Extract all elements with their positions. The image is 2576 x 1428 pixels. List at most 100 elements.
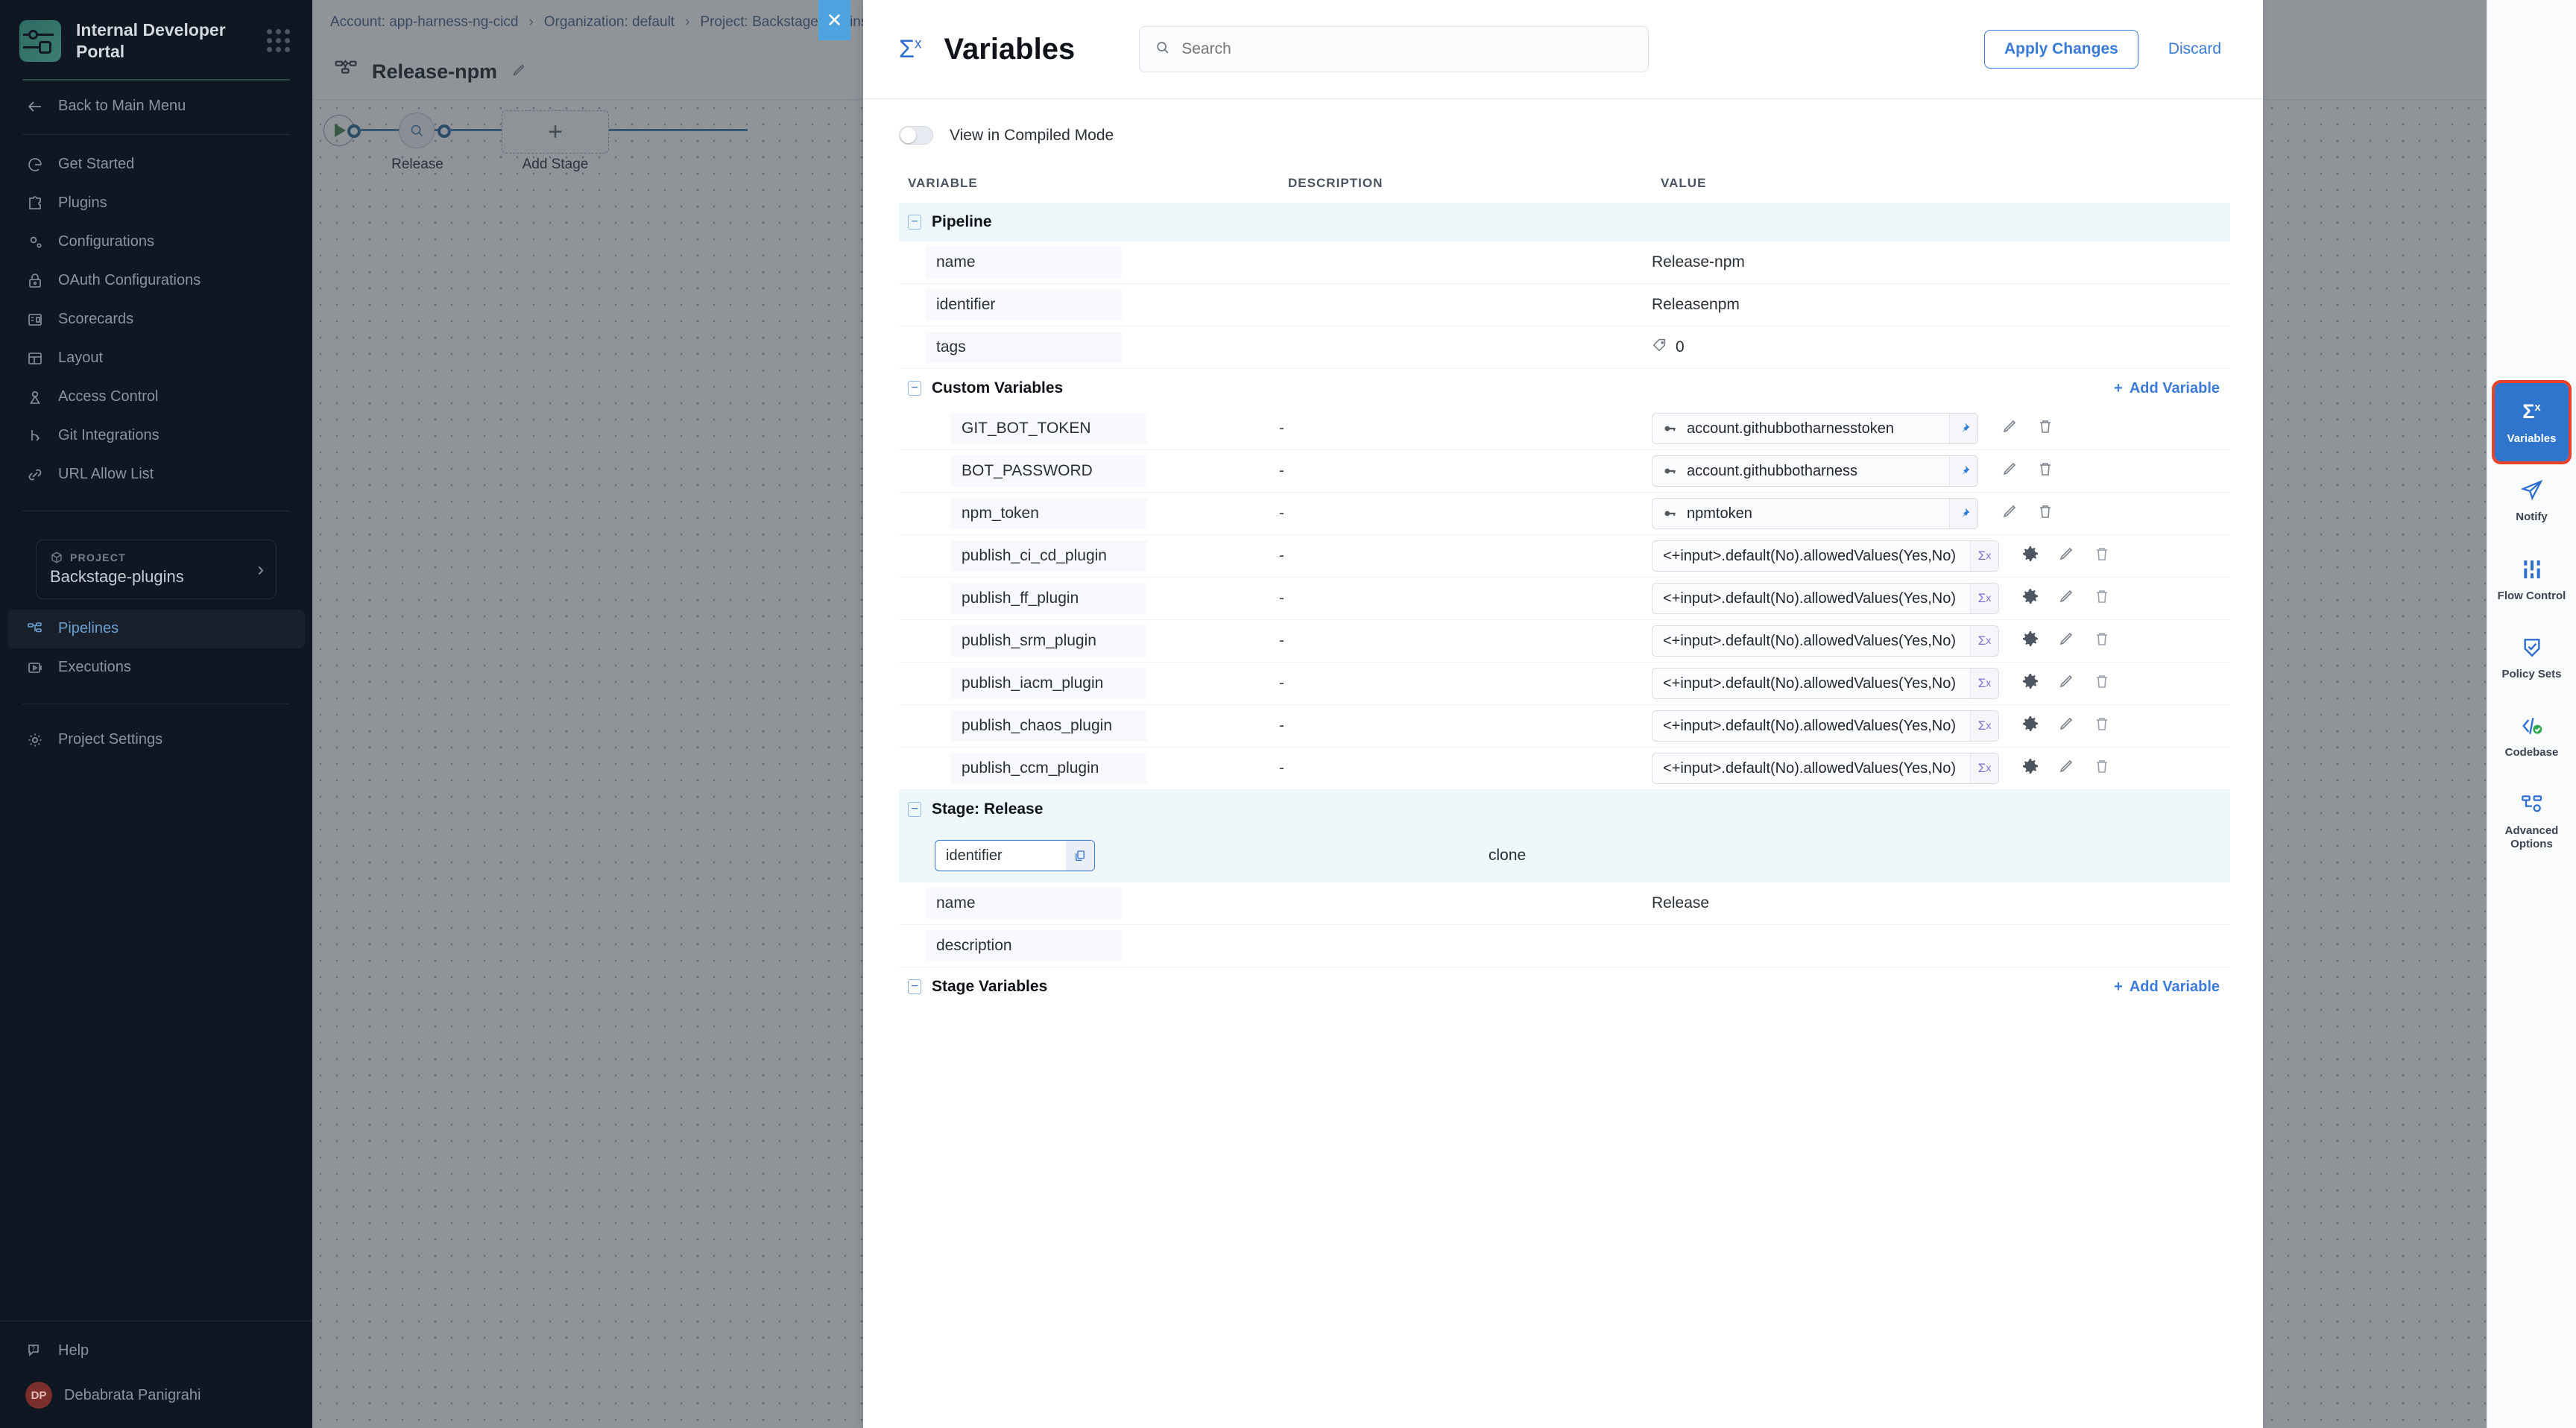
close-icon[interactable]: ✕ [818, 0, 850, 40]
group-header-stage-variables[interactable]: − Stage Variables + Add Variable [899, 967, 2230, 1006]
collapse-icon[interactable]: − [908, 215, 921, 230]
secret-value-input[interactable]: account.githubbotharness [1652, 455, 1978, 487]
sidebar-item-executions[interactable]: Executions [0, 648, 312, 687]
row-actions [2021, 630, 2111, 652]
collapse-icon[interactable]: − [908, 381, 921, 396]
sidebar-item-configurations[interactable]: Configurations [0, 223, 312, 262]
collapse-icon[interactable]: − [908, 802, 921, 817]
group-header-stage-release[interactable]: − Stage: Release [899, 790, 2230, 829]
rail-item-variables[interactable]: Σx Variables [2492, 379, 2572, 465]
edit-pencil-icon[interactable] [2057, 630, 2075, 652]
sidebar-item-plugins[interactable]: Plugins [0, 184, 312, 223]
sidebar-item-git-integrations[interactable]: Git Integrations [0, 417, 312, 455]
rail-item-advanced-options[interactable]: Advanced Options [2487, 775, 2576, 867]
search-box[interactable] [1139, 26, 1650, 72]
pin-icon[interactable] [1949, 499, 1977, 528]
add-variable-button[interactable]: + Add Variable [2114, 979, 2230, 996]
delete-trash-icon[interactable] [2036, 502, 2054, 525]
delete-trash-icon[interactable] [2093, 757, 2111, 780]
group-name: Custom Variables [932, 379, 1064, 397]
sidebar-item-access-control[interactable]: Access Control [0, 378, 312, 417]
app-switcher-grid-icon[interactable] [267, 29, 290, 53]
rail-item-notify[interactable]: Notify [2487, 461, 2576, 540]
identifier-input[interactable]: identifier [935, 840, 1095, 871]
pin-icon[interactable] [1949, 414, 1977, 443]
sliders-icon [2520, 557, 2544, 582]
pin-icon[interactable] [1949, 456, 1977, 486]
variable-name-cell: description [899, 930, 1279, 961]
settings-gear-icon[interactable] [2021, 757, 2039, 780]
secret-value-input[interactable]: account.githubbotharnesstoken [1652, 413, 1978, 444]
rail-item-codebase[interactable]: Codebase [2487, 697, 2576, 775]
back-to-main-menu[interactable]: Back to Main Menu [0, 80, 312, 134]
search-input[interactable] [1181, 40, 1634, 58]
sidebar-item-pipelines[interactable]: Pipelines [7, 609, 305, 648]
collapse-icon[interactable]: − [908, 979, 921, 994]
delete-trash-icon[interactable] [2093, 587, 2111, 610]
project-label-row: PROJECT [50, 551, 184, 564]
group-header-pipeline[interactable]: − Pipeline [899, 203, 2230, 241]
sidebar-item-scorecards[interactable]: Scorecards [0, 300, 312, 339]
delete-trash-icon[interactable] [2093, 715, 2111, 737]
puzzle-icon [25, 194, 45, 213]
runtime-input-field[interactable]: <+input>.default(No).allowedValues(Yes,N… [1652, 583, 1999, 614]
settings-gear-icon[interactable] [2021, 587, 2039, 610]
rail-item-policy-sets[interactable]: Policy Sets [2487, 619, 2576, 697]
compiled-mode-toggle[interactable] [899, 126, 933, 145]
delete-trash-icon[interactable] [2036, 460, 2054, 482]
edit-pencil-icon[interactable] [2057, 545, 2075, 567]
portal-logo-icon [19, 19, 61, 62]
paper-plane-icon [2520, 478, 2544, 503]
code-check-icon [2520, 713, 2544, 739]
discard-button[interactable]: Discard [2168, 40, 2221, 57]
variable-name: name [926, 247, 1122, 278]
settings-gear-icon[interactable] [2021, 672, 2039, 695]
runtime-input-field[interactable]: <+input>.default(No).allowedValues(Yes,N… [1652, 668, 1999, 699]
edit-pencil-icon[interactable] [2001, 502, 2018, 525]
project-selector[interactable]: PROJECT Backstage-plugins › [36, 539, 277, 599]
rocket-icon [25, 155, 45, 174]
settings-gear-icon[interactable] [2021, 715, 2039, 737]
copy-icon[interactable] [1066, 841, 1094, 871]
edit-pencil-icon[interactable] [2001, 417, 2018, 440]
variable-name: tags [926, 332, 1122, 363]
add-variable-button[interactable]: + Add Variable [2114, 380, 2230, 397]
runtime-input-field[interactable]: <+input>.default(No).allowedValues(Yes,N… [1652, 753, 1999, 784]
settings-gear-icon[interactable] [2021, 630, 2039, 652]
edit-pencil-icon[interactable] [2057, 587, 2075, 610]
settings-gear-icon[interactable] [2021, 545, 2039, 567]
group-header-custom-variables[interactable]: − Custom Variables + Add Variable [899, 369, 2230, 408]
user-profile[interactable]: DP Debabrata Panigrahi [0, 1370, 312, 1428]
sidebar-item-layout[interactable]: Layout [0, 339, 312, 378]
sidebar-item-url-allow-list[interactable]: URL Allow List [0, 455, 312, 494]
sidebar-item-project-settings[interactable]: Project Settings [0, 721, 312, 759]
runtime-input-field[interactable]: <+input>.default(No).allowedValues(Yes,N… [1652, 625, 1999, 657]
table-row: publish_ci_cd_plugin - <+input>.default(… [899, 535, 2230, 578]
rail-item-flow-control[interactable]: Flow Control [2487, 540, 2576, 619]
delete-trash-icon[interactable] [2093, 672, 2111, 695]
edit-pencil-icon[interactable] [2001, 460, 2018, 482]
edit-pencil-icon[interactable] [2057, 672, 2075, 695]
sidebar-label: URL Allow List [58, 466, 154, 482]
delete-trash-icon[interactable] [2093, 545, 2111, 567]
delete-trash-icon[interactable] [2093, 630, 2111, 652]
edit-pencil-icon[interactable] [2057, 757, 2075, 780]
sidebar-item-help[interactable]: ? Help [0, 1321, 312, 1370]
column-variable: VARIABLE [908, 176, 978, 190]
sidebar-item-oauth-configurations[interactable]: OAuth Configurations [0, 262, 312, 300]
variables-panel-header: Σx Variables Apply Changes Discard [863, 0, 2263, 98]
variable-name-cell: tags [899, 332, 1279, 363]
delete-trash-icon[interactable] [2036, 417, 2054, 440]
edit-pencil-icon[interactable] [2057, 715, 2075, 737]
apply-changes-button[interactable]: Apply Changes [1983, 30, 2138, 69]
secret-value-input[interactable]: npmtoken [1652, 498, 1978, 529]
sidebar-item-get-started[interactable]: Get Started [0, 145, 312, 184]
runtime-input-field[interactable]: <+input>.default(No).allowedValues(Yes,N… [1652, 540, 1999, 572]
runtime-input-field[interactable]: <+input>.default(No).allowedValues(Yes,N… [1652, 710, 1999, 742]
